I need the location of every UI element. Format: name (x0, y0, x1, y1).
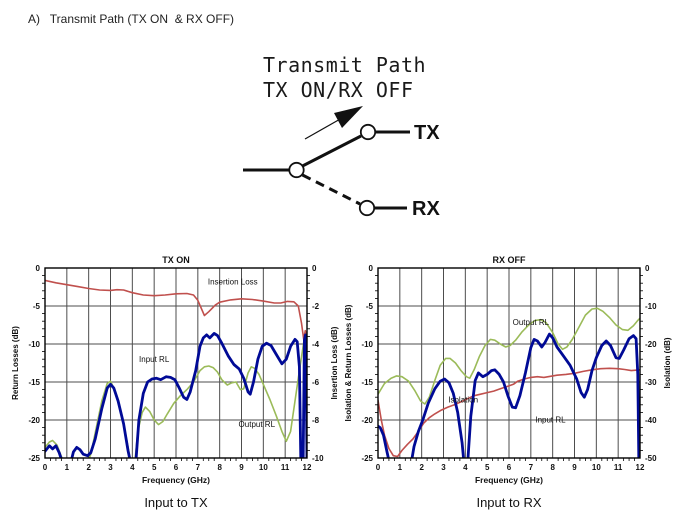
curve-label: Isolation (448, 396, 478, 405)
svg-text:-50: -50 (645, 454, 657, 463)
svg-text:Isolation (dB): Isolation (dB) (663, 337, 672, 388)
svg-text:-25: -25 (28, 454, 40, 463)
svg-text:-30: -30 (645, 378, 657, 387)
curve-label: Output RL (239, 420, 276, 429)
svg-text:-5: -5 (33, 302, 41, 311)
svg-text:-5: -5 (366, 302, 374, 311)
svg-text:-25: -25 (361, 454, 373, 463)
svg-text:3: 3 (441, 463, 446, 472)
tx-on-chart: 0 1 2 3 4 5 6 7 8 9 10 11 120-5-10-15-20-250-2-4-6-8… (11, 255, 339, 510)
svg-text:9: 9 (239, 463, 244, 472)
svg-text:0: 0 (36, 264, 41, 273)
svg-text:9: 9 (572, 463, 577, 472)
svg-text:11: 11 (614, 463, 623, 472)
tx-arm-line (301, 134, 362, 168)
rx-node (358, 199, 376, 217)
output-rl-curve (45, 334, 307, 458)
svg-text:0: 0 (376, 463, 381, 472)
curve-label: Insertion Loss (208, 278, 258, 287)
svg-text:7: 7 (529, 463, 534, 472)
svg-text:4: 4 (130, 463, 135, 472)
svg-text:-20: -20 (28, 416, 40, 425)
svg-text:Insertion Loss (dB): Insertion Loss (dB) (330, 326, 339, 399)
svg-text:7: 7 (196, 463, 201, 472)
svg-text:-10: -10 (361, 340, 373, 349)
svg-text:Return Losses (dB): Return Losses (dB) (11, 326, 20, 400)
output-rl-curve (378, 307, 640, 405)
svg-text:Frequency (GHz): Frequency (GHz) (475, 475, 543, 485)
svg-text:-2: -2 (312, 302, 320, 311)
svg-text:2: 2 (86, 463, 91, 472)
svg-text:2: 2 (419, 463, 424, 472)
common-node (288, 161, 305, 179)
curve-label: Output RL (513, 318, 550, 327)
svg-text:12: 12 (636, 463, 645, 472)
svg-text:0: 0 (43, 463, 48, 472)
tx-node (359, 123, 377, 141)
arrow-line (304, 117, 343, 140)
svg-text:Isolation & Return Losses (dB): Isolation & Return Losses (dB) (344, 304, 353, 421)
input-rl-curve (378, 332, 640, 458)
tx-port-label: TX (414, 122, 440, 144)
svg-text:10: 10 (259, 463, 268, 472)
svg-text:3: 3 (108, 463, 113, 472)
svg-text:1: 1 (398, 463, 403, 472)
svg-text:12: 12 (303, 463, 312, 472)
svg-text:10: 10 (592, 463, 601, 472)
svg-text:-15: -15 (361, 378, 373, 387)
curve-label: Input RL (139, 355, 170, 364)
diagram-heading-line2: TX ON/RX OFF (263, 78, 414, 102)
svg-text:-10: -10 (28, 340, 40, 349)
svg-text:-15: -15 (28, 378, 40, 387)
svg-text:-40: -40 (645, 416, 657, 425)
svg-text:0: 0 (369, 264, 374, 273)
svg-text:-10: -10 (645, 302, 657, 311)
svg-text:-20: -20 (645, 340, 657, 349)
diagram-heading-line1: Transmit Path (263, 53, 427, 77)
svg-text:8: 8 (217, 463, 222, 472)
svg-text:5: 5 (152, 463, 157, 472)
rx-arm-dashed-line (301, 173, 361, 206)
svg-text:6: 6 (507, 463, 512, 472)
svg-text:8: 8 (550, 463, 555, 472)
curve-label: Input RL (535, 415, 566, 424)
page-title: A) Transmit Path (TX ON & RX OFF) (28, 12, 235, 26)
svg-text:0: 0 (645, 264, 650, 273)
svg-text:-4: -4 (312, 340, 320, 349)
svg-text:6: 6 (174, 463, 179, 472)
svg-text:Input to RX: Input to RX (476, 495, 541, 510)
svg-text:Input to TX: Input to TX (144, 495, 208, 510)
rx-off-chart: 0 1 2 3 4 5 6 7 8 9 10 11 120-5-10-15-20-250-10-20-3… (344, 255, 672, 510)
insertion-loss-curve (45, 279, 307, 341)
svg-text:-10: -10 (312, 454, 324, 463)
svg-text:Frequency (GHz): Frequency (GHz) (142, 475, 210, 485)
svg-text:-20: -20 (361, 416, 373, 425)
rx-port-label: RX (412, 198, 440, 220)
svg-text:-6: -6 (312, 378, 320, 387)
svg-text:0: 0 (312, 264, 317, 273)
svg-text:5: 5 (485, 463, 490, 472)
svg-text:RX OFF: RX OFF (493, 255, 527, 265)
svg-text:1: 1 (65, 463, 70, 472)
arrow-head-icon (334, 106, 363, 128)
svg-text:-8: -8 (312, 416, 320, 425)
input-rl-curve (45, 332, 307, 458)
svg-text:11: 11 (281, 463, 290, 472)
switch-diagram: TX RX (243, 106, 440, 220)
svg-text:TX ON: TX ON (162, 255, 190, 265)
svg-text:4: 4 (463, 463, 468, 472)
